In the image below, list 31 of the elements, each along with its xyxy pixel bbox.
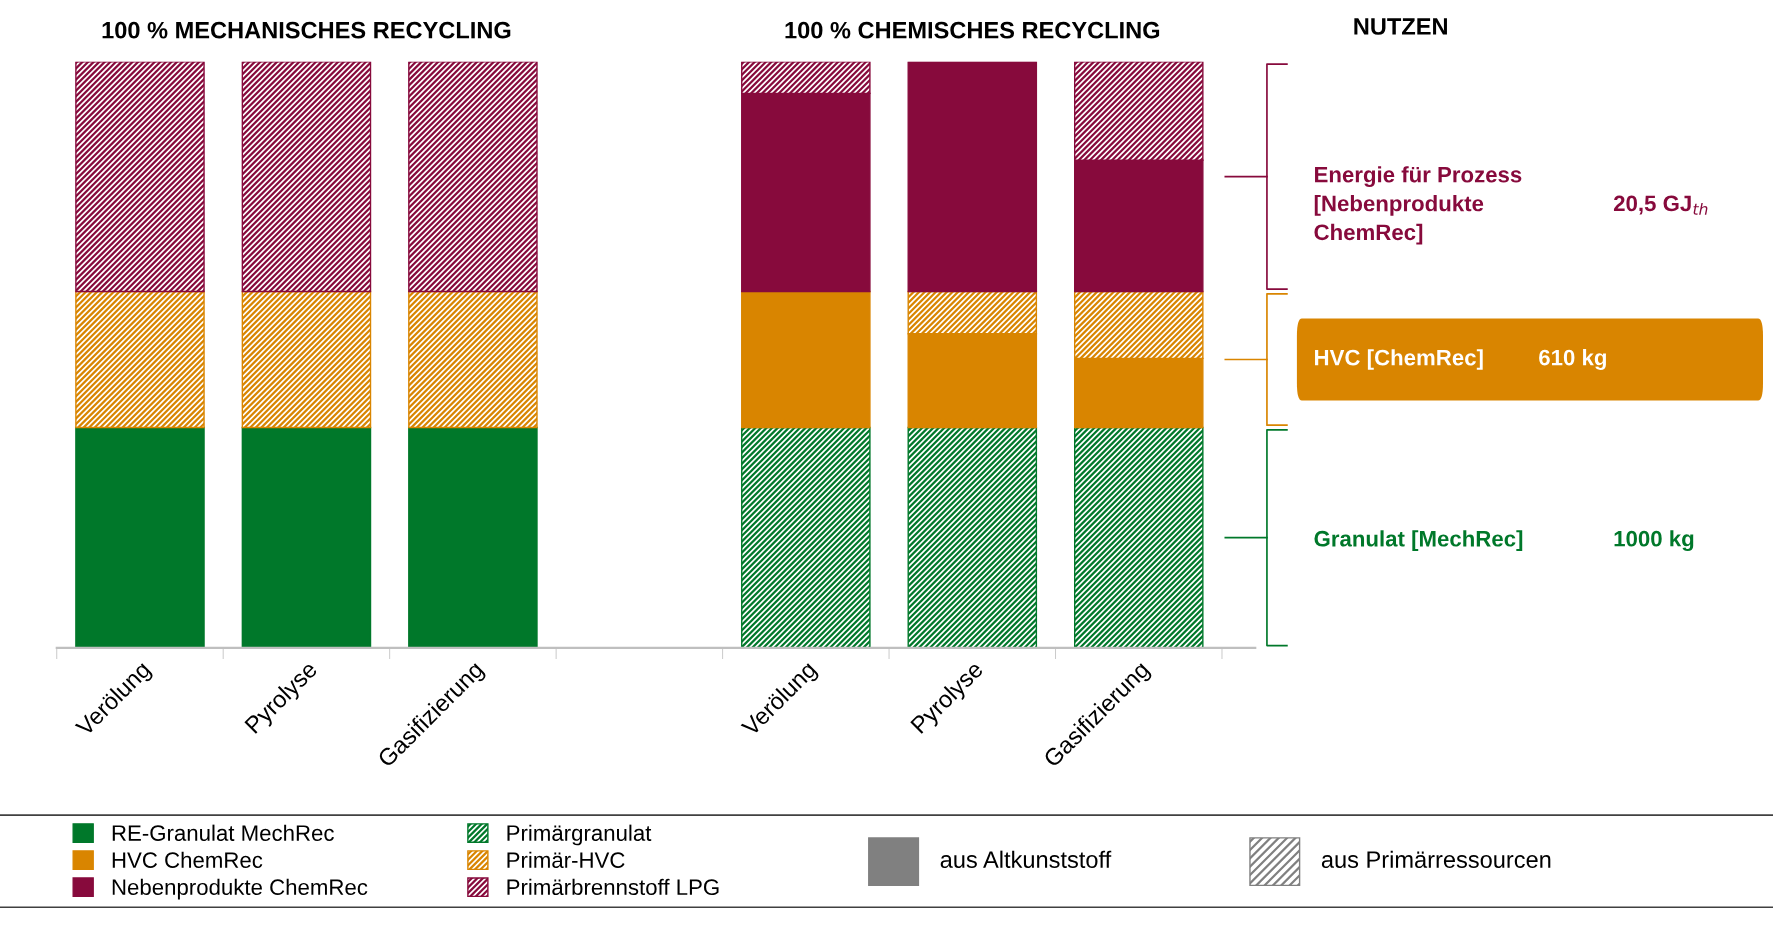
bar <box>741 290 871 429</box>
legend-label: HVC ChemRec <box>112 851 263 869</box>
bar <box>75 426 205 648</box>
text: aus Primärressourcen <box>1321 850 1551 868</box>
text: Granulat [MechRec] <box>1314 530 1523 551</box>
legend-label: Primärbrennstoff LPG <box>507 878 719 896</box>
bar <box>75 61 205 293</box>
text: HVC [ChemRec] <box>1315 349 1483 370</box>
bar <box>907 61 1038 293</box>
bar <box>241 426 372 648</box>
text: Energie für Prozess [Nebenprodukte ChemRec] <box>1314 166 1522 245</box>
bar <box>741 426 871 648</box>
text: 20,5 GJ$_{th}$ <box>1613 195 1708 215</box>
text: 100 % CHEMISCHES RECYCLING <box>785 21 1160 39</box>
bar <box>408 290 538 429</box>
text: aus Altkunststoff <box>940 850 1112 868</box>
legend-label: Nebenprodukte ChemRec <box>112 878 368 900</box>
bar <box>408 426 538 648</box>
bar <box>907 426 1038 648</box>
legend-label: Primärgranulat <box>507 824 652 846</box>
text: 100 % MECHANISCHES RECYCLING <box>102 21 511 39</box>
bar <box>241 61 372 293</box>
text: 610 kg <box>1539 349 1606 370</box>
text: NUTZEN <box>1354 18 1447 35</box>
bar <box>1073 426 1204 648</box>
text: 1000 kg <box>1614 530 1694 552</box>
legend-label: Primär-HVC <box>507 851 625 869</box>
bar <box>241 290 372 429</box>
bar <box>408 61 538 293</box>
bar <box>75 290 205 429</box>
legend-label: RE-Granulat MechRec <box>112 824 334 841</box>
